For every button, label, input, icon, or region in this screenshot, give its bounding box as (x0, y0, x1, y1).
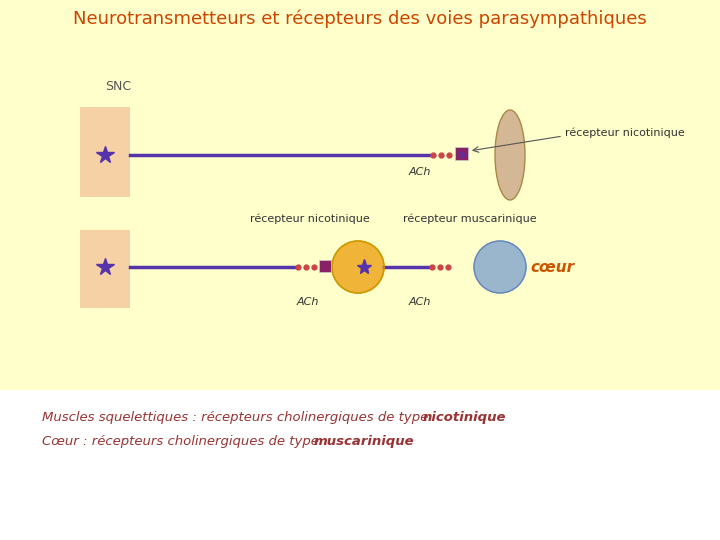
Ellipse shape (495, 110, 525, 200)
Text: Neurotransmetteurs et récepteurs des voies parasympathiques: Neurotransmetteurs et récepteurs des voi… (73, 10, 647, 28)
Text: récepteur nicotinique: récepteur nicotinique (565, 128, 685, 138)
Text: ACh: ACh (297, 297, 319, 307)
Text: ACh: ACh (409, 167, 431, 177)
Text: récepteur muscarinique: récepteur muscarinique (403, 213, 537, 224)
FancyBboxPatch shape (0, 390, 720, 540)
FancyBboxPatch shape (455, 147, 468, 160)
Text: récepteur nicotinique: récepteur nicotinique (250, 213, 370, 224)
Text: SNC: SNC (105, 80, 131, 93)
Text: muscarinique: muscarinique (313, 435, 414, 449)
Circle shape (332, 241, 384, 293)
FancyBboxPatch shape (319, 260, 331, 272)
Text: cœur: cœur (530, 260, 574, 274)
Text: Muscles squelettiques : récepteurs cholinergiques de type: Muscles squelettiques : récepteurs choli… (42, 411, 433, 424)
Text: nicotinique: nicotinique (423, 411, 506, 424)
Text: ACh: ACh (409, 297, 431, 307)
FancyBboxPatch shape (80, 107, 130, 197)
Text: Cœur : récepteurs cholinergiques de type: Cœur : récepteurs cholinergiques de type (42, 435, 323, 449)
Circle shape (474, 241, 526, 293)
FancyBboxPatch shape (0, 0, 720, 38)
FancyBboxPatch shape (80, 230, 130, 308)
